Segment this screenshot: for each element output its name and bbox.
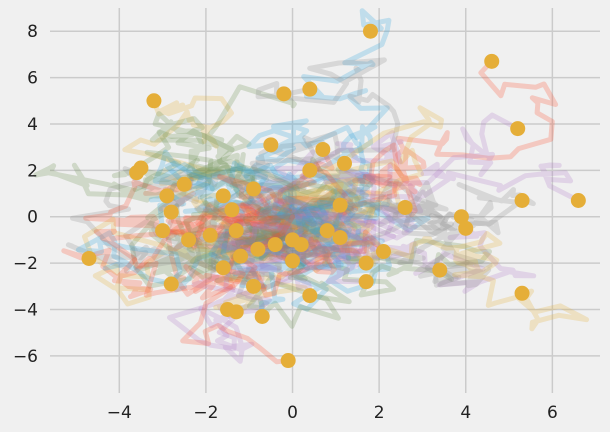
grid-lines (50, 8, 600, 393)
endpoint-marker (159, 188, 175, 204)
endpoint-marker (233, 248, 249, 264)
endpoint-marker (263, 137, 279, 153)
random-walk-path (224, 185, 537, 294)
random-walk-path (93, 203, 295, 301)
random-walk-path (246, 118, 431, 233)
endpoint-marker (510, 121, 526, 137)
endpoint-marker (302, 288, 318, 304)
endpoint-marker (358, 255, 374, 271)
endpoint-marker (336, 155, 352, 171)
endpoint-marker (332, 230, 348, 246)
random-walk-path (290, 161, 581, 233)
random-walk-path (204, 192, 393, 283)
random-walk-path (243, 167, 411, 272)
random-walk-path (290, 191, 493, 288)
y-tick-label: 0 (27, 208, 38, 228)
random-walk-path (244, 112, 521, 241)
random-walk-path (231, 213, 492, 289)
random-walk-path (226, 58, 559, 232)
y-axis-tick-labels: −6 −4 −2 0 2 4 6 8 (13, 22, 38, 367)
endpoint-marker (315, 141, 331, 157)
endpoint-marker (129, 165, 145, 181)
random-walk-path (192, 131, 341, 312)
random-walk-path (290, 214, 590, 332)
endpoint-marker (332, 197, 348, 213)
endpoint-marker (319, 223, 335, 239)
random-walk-path (167, 214, 372, 352)
endpoint-marker (215, 260, 231, 276)
endpoint-marker (514, 193, 530, 208)
random-walk-path (260, 105, 444, 242)
random-walk-path (165, 161, 359, 268)
random-walk-path (268, 212, 392, 312)
endpoint-marker (181, 232, 197, 248)
x-tick-label: −2 (193, 403, 218, 423)
x-axis-tick-labels: −4 −2 0 2 4 6 (107, 403, 558, 423)
endpoint-marker (302, 162, 318, 178)
endpoint-marker (358, 274, 374, 290)
x-tick-label: 2 (374, 403, 385, 423)
endpoint-marker (276, 86, 292, 102)
endpoint-marker (81, 250, 97, 266)
endpoint-marker (293, 237, 309, 253)
x-tick-label: 6 (547, 403, 558, 423)
x-tick-label: 4 (460, 403, 471, 423)
endpoint-marker (246, 278, 262, 294)
endpoint-marker (155, 223, 171, 239)
endpoint-marker (453, 209, 469, 225)
random-walk-path (170, 147, 335, 265)
endpoint-marker (458, 220, 474, 236)
random-walk-path (202, 173, 390, 229)
endpoint-marker (176, 176, 192, 192)
endpoint-marker (432, 262, 448, 278)
endpoint-marker (202, 227, 218, 243)
endpoint-marker (250, 241, 266, 257)
endpoint-marker (484, 53, 500, 69)
endpoint-marker (280, 353, 296, 369)
y-tick-label: 2 (27, 161, 38, 181)
endpoint-marker (514, 285, 530, 301)
endpoint-marker (163, 204, 179, 220)
random-walk-path (273, 180, 501, 243)
y-tick-label: −2 (13, 254, 38, 274)
random-walk-path (65, 166, 295, 274)
random-walk-path (283, 172, 536, 237)
y-tick-label: 4 (27, 115, 38, 135)
endpoint-marker (570, 193, 586, 208)
random-walk-path (210, 57, 401, 220)
x-tick-label: 0 (287, 403, 298, 423)
random-walk-path (111, 128, 346, 220)
endpoint-marker (163, 276, 179, 292)
endpoint-marker (285, 253, 301, 269)
y-tick-label: −6 (13, 347, 38, 367)
random-walk-path (180, 214, 384, 365)
x-tick-label: −4 (107, 403, 132, 423)
random-walk-path (132, 84, 297, 220)
endpoint-marker (397, 199, 413, 215)
endpoint-marker (215, 188, 231, 204)
endpoint-marker (246, 181, 262, 197)
endpoint-marker (302, 81, 318, 97)
endpoint-marker (375, 244, 391, 260)
endpoint-marker (228, 304, 244, 320)
endpoint-marker (228, 223, 244, 239)
random-walk-path (188, 152, 374, 254)
random-walk-path (211, 174, 355, 259)
random-walk-path (33, 149, 307, 267)
y-tick-label: 8 (27, 22, 38, 42)
endpoint-markers (81, 23, 586, 369)
random-walk-path (248, 194, 352, 271)
random-walk-path (75, 199, 371, 293)
y-tick-label: 6 (27, 69, 38, 89)
endpoint-marker (254, 308, 270, 324)
endpoint-marker (224, 202, 240, 218)
endpoint-marker (362, 23, 378, 39)
endpoint-marker (146, 93, 162, 109)
endpoint-marker (267, 237, 283, 253)
y-tick-label: −4 (13, 301, 38, 321)
random-walk-path (208, 201, 381, 319)
